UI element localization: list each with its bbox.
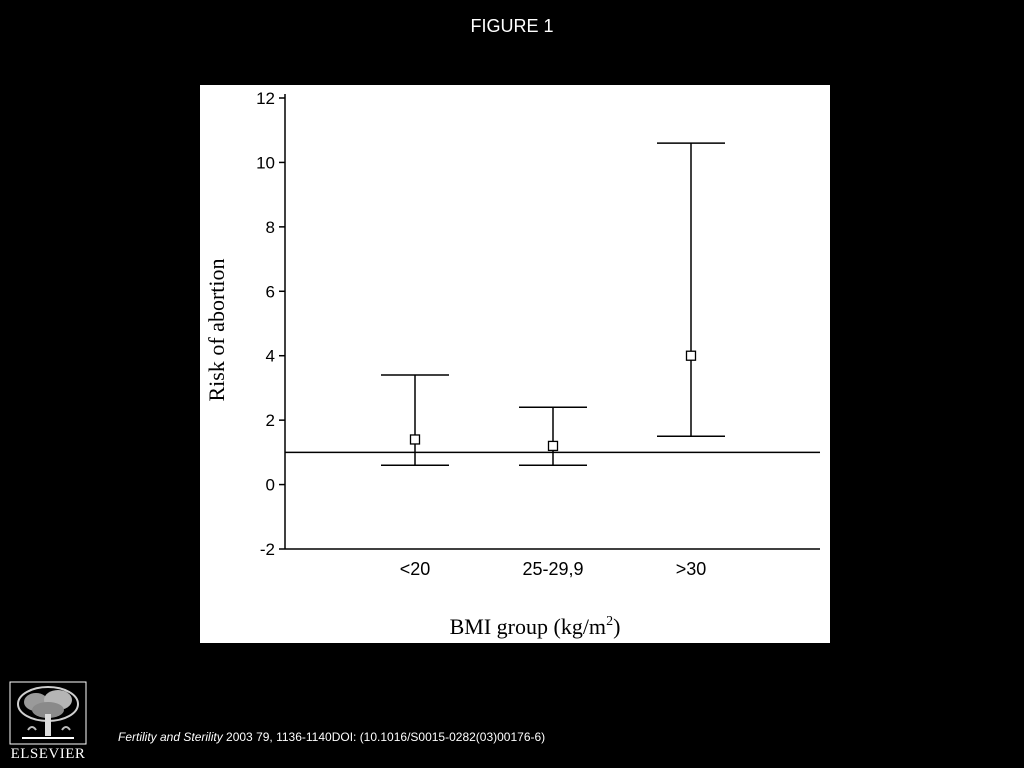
y-tick-label: 6 (266, 282, 275, 301)
elsevier-tree-icon (9, 681, 87, 745)
point-estimate-marker (409, 434, 421, 445)
y-tick-label: -2 (260, 540, 275, 559)
y-axis: 12 10 8 6 4 2 0 -2 (256, 89, 286, 559)
y-tick-label: 4 (266, 347, 275, 366)
x-tick-label: <20 (400, 559, 431, 579)
y-tick-label: 0 (266, 476, 275, 495)
citation-details: 2003 79, 1136-1140DOI: (10.1016/S0015-02… (222, 730, 546, 744)
x-axis-label-superscript: 2 (606, 614, 613, 629)
point-estimate-marker (685, 350, 697, 361)
x-axis-label-end: ) (613, 614, 620, 639)
y-tick-label: 8 (266, 218, 275, 237)
slide-title: FIGURE 1 (470, 16, 554, 36)
point-estimate-marker (547, 440, 559, 452)
x-axis-label-main: BMI group (kg/m (450, 614, 606, 639)
citation-journal: Fertility and Sterility (118, 730, 223, 744)
chart-marks (381, 142, 725, 466)
chart-svg: 12 10 8 6 4 2 0 -2 <20 25-29,9 >30 Risk of aborti… (204, 89, 820, 639)
y-tick-label: 2 (266, 411, 275, 430)
x-tick-label: 25-29,9 (522, 559, 583, 579)
chart-panel: 12 10 8 6 4 2 0 -2 <20 25-29,9 >30 Risk of aborti… (200, 85, 830, 643)
citation: Fertility and Sterility 2003 79, 1136-11… (118, 730, 545, 744)
y-axis-label: Risk of abortion (204, 259, 229, 402)
y-tick-label: 12 (256, 89, 275, 108)
y-tick-label: 10 (256, 153, 275, 172)
x-axis-label: BMI group (kg/m2) (450, 614, 621, 639)
x-axis: <20 25-29,9 >30 (285, 548, 820, 579)
publisher-wordmark: ELSEVIER (10, 746, 86, 762)
x-tick-label: >30 (676, 559, 707, 579)
publisher-logo: ELSEVIER (8, 680, 88, 765)
